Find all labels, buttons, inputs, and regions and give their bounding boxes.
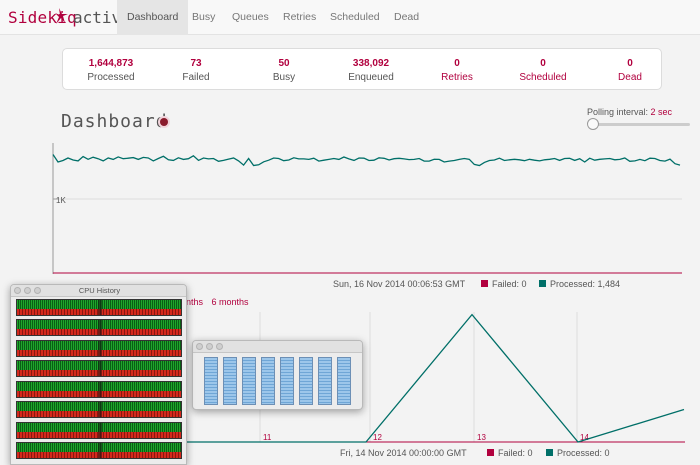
- realtime-legend-failed: Failed: 0: [481, 279, 527, 289]
- history-processed-line: [185, 313, 685, 443]
- cpu-window-title: CPU History: [78, 286, 121, 295]
- cpu-window-titlebar[interactable]: CPU History: [11, 285, 186, 297]
- brand-name[interactable]: Sidekiq: [8, 8, 77, 27]
- history-x-tick-12: 12: [373, 433, 382, 442]
- cpu-history-window[interactable]: CPU History: [10, 284, 187, 465]
- cpu-core-graph: [16, 381, 182, 398]
- disk-bar: [318, 357, 332, 405]
- history-x-tick-11: 11: [263, 433, 272, 442]
- polling-label-text: Polling interval:: [587, 107, 649, 117]
- retries-link[interactable]: Retries: [441, 72, 473, 83]
- status-label: active: [73, 8, 131, 27]
- nav-dashboard[interactable]: Dashboard: [117, 0, 189, 35]
- history-chart: 11 12 13 14: [180, 312, 685, 443]
- nav-scheduled[interactable]: Scheduled: [330, 11, 380, 23]
- history-timestamp: Fri, 14 Nov 2014 00:00:00 GMT: [340, 448, 467, 458]
- navbar: Sidekiq active Dashboard Busy Queues Ret…: [0, 0, 700, 35]
- failed-label: Failed: [182, 72, 210, 83]
- nav-queues[interactable]: Queues: [232, 11, 269, 23]
- scheduled-count: 0: [540, 58, 546, 69]
- cpu-core-graph: [16, 319, 182, 336]
- disk-activity-window[interactable]: [192, 340, 363, 410]
- realtime-legend-processed: Processed: 1,484: [539, 279, 620, 289]
- cpu-core-graph: [16, 340, 182, 357]
- scheduled-link[interactable]: Scheduled: [519, 72, 567, 83]
- disk-bar: [223, 357, 237, 405]
- enqueued-count: 338,092: [352, 58, 390, 69]
- disk-bar: [280, 357, 294, 405]
- history-legend-failed: Failed: 0: [487, 448, 533, 458]
- realtime-y-tick-label: 1K: [56, 196, 66, 205]
- failed-swatch: [481, 280, 488, 287]
- processed-label: Processed: [87, 72, 135, 83]
- history-failed-swatch: [487, 449, 494, 456]
- processed-series-line: [52, 154, 681, 167]
- cpu-core-graph: [16, 422, 182, 439]
- cpu-core-graph: [16, 360, 182, 377]
- summary-bar: 1,644,873 Processed 73 Failed 50 Busy 33…: [62, 48, 662, 90]
- nav-retries[interactable]: Retries: [283, 11, 317, 23]
- disk-window-titlebar[interactable]: [193, 341, 362, 353]
- polling-value: 2 sec: [650, 107, 673, 117]
- history-processed-label: Processed: 0: [557, 448, 610, 458]
- polling-slider-handle[interactable]: [587, 118, 599, 130]
- realtime-processed-label: Processed: 1,484: [550, 279, 621, 289]
- range-link-3-months[interactable]: nths: [186, 297, 204, 307]
- cpu-core-graph: [16, 299, 182, 316]
- enqueued-label: Enqueued: [348, 72, 394, 83]
- busy-label: Busy: [272, 72, 296, 83]
- processed-count: 1,644,873: [88, 58, 134, 69]
- cpu-core-graph: [16, 442, 182, 459]
- disk-bar: [337, 357, 351, 405]
- zoom-icon[interactable]: [34, 287, 41, 294]
- disk-bar: [261, 357, 275, 405]
- realtime-failed-label: Failed: 0: [492, 279, 527, 289]
- dead-link[interactable]: Dead: [618, 72, 642, 83]
- dead-count: 0: [627, 58, 633, 69]
- history-x-tick-14: 14: [580, 433, 589, 442]
- disk-bar: [242, 357, 256, 405]
- close-icon[interactable]: [196, 343, 203, 350]
- disk-bar: [204, 357, 218, 405]
- realtime-chart: 1K: [52, 143, 682, 274]
- busy-count: 50: [278, 58, 290, 69]
- zoom-icon[interactable]: [216, 343, 223, 350]
- disk-bar: [299, 357, 313, 405]
- history-legend-processed: Processed: 0: [546, 448, 610, 458]
- nav-busy[interactable]: Busy: [192, 11, 216, 23]
- polling-interval-label: Polling interval: 2 sec: [587, 107, 672, 117]
- close-icon[interactable]: [14, 287, 21, 294]
- history-x-tick-13: 13: [477, 433, 486, 442]
- retries-count: 0: [454, 58, 460, 69]
- nav-dead[interactable]: Dead: [394, 11, 420, 23]
- range-link-6-months[interactable]: 6 months: [211, 297, 249, 307]
- history-processed-swatch: [546, 449, 553, 456]
- realtime-timestamp: Sun, 16 Nov 2014 00:06:53 GMT: [333, 279, 466, 289]
- processed-swatch: [539, 280, 546, 287]
- failed-count: 73: [190, 58, 202, 69]
- page-title: Dashboard: [61, 111, 168, 132]
- cpu-core-graph: [16, 401, 182, 418]
- history-range-links: nths 6 months: [186, 297, 249, 307]
- history-failed-label: Failed: 0: [498, 448, 533, 458]
- live-beacon-icon: [160, 118, 168, 126]
- minimize-icon[interactable]: [206, 343, 213, 350]
- sidekiq-logo-icon: [55, 8, 68, 24]
- minimize-icon[interactable]: [24, 287, 31, 294]
- polling-slider-track[interactable]: [593, 123, 690, 126]
